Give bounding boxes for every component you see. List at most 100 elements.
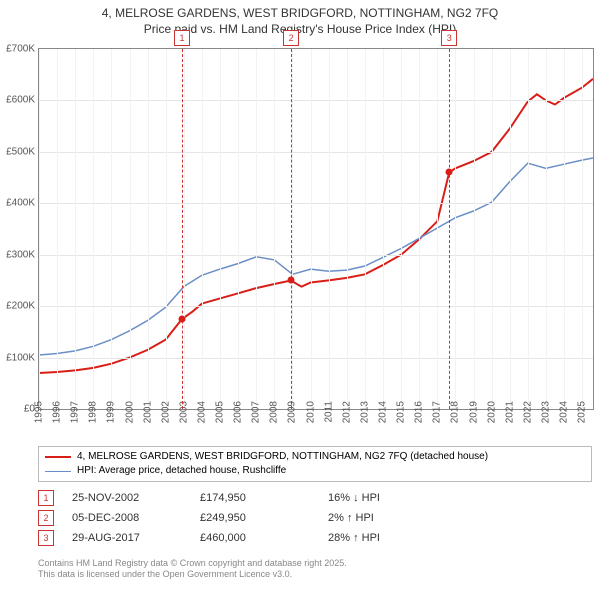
x-tick-label: 2000 [124, 401, 135, 423]
gridline-v [564, 49, 565, 409]
title-subtitle: Price paid vs. HM Land Registry's House … [0, 22, 600, 38]
x-tick-label: 1999 [106, 401, 117, 423]
gridline-v [383, 49, 384, 409]
gridline-v [329, 49, 330, 409]
chart-legend: 4, MELROSE GARDENS, WEST BRIDGFORD, NOTT… [38, 446, 592, 482]
legend-swatch [45, 471, 71, 472]
x-tick-label: 2015 [396, 401, 407, 423]
sale-index-box: 3 [38, 530, 54, 546]
attribution-line1: Contains HM Land Registry data © Crown c… [38, 558, 592, 569]
gridline-v [546, 49, 547, 409]
y-tick-label: £300K [1, 249, 35, 260]
gridline-v [148, 49, 149, 409]
gridline-v [582, 49, 583, 409]
gridline-v [75, 49, 76, 409]
sale-date: 29-AUG-2017 [72, 532, 182, 544]
attribution-line2: This data is licensed under the Open Gov… [38, 569, 592, 580]
gridline-v [492, 49, 493, 409]
gridline-v [166, 49, 167, 409]
sale-hpi-diff: 16% ↓ HPI [328, 492, 438, 504]
gridline-v [184, 49, 185, 409]
gridline-v [528, 49, 529, 409]
legend-row: HPI: Average price, detached house, Rush… [45, 464, 585, 478]
sale-hpi-diff: 28% ↑ HPI [328, 532, 438, 544]
x-tick-label: 2002 [160, 401, 171, 423]
sales-table: 1 25-NOV-2002 £174,950 16% ↓ HPI 2 05-DEC-200… [38, 488, 592, 548]
sale-row: 205-DEC-2008£249,9502% ↑ HPI [38, 508, 592, 528]
x-tick-label: 2001 [142, 401, 153, 423]
x-tick-label: 2018 [450, 401, 461, 423]
sale-row: 3 29-AUG-2017 £460,000 28% ↑ HPI [38, 528, 592, 548]
legend-label: 4, MELROSE GARDENS, WEST BRIDGFORD, NOTT… [77, 450, 488, 464]
sale-marker-line [182, 49, 183, 409]
x-tick-label: 2016 [414, 401, 425, 423]
y-tick-label: £600K [1, 95, 35, 106]
x-tick-label: 2009 [287, 401, 298, 423]
x-tick-label: 2008 [269, 401, 280, 423]
y-tick-label: £0 [1, 404, 35, 415]
sale-marker-line [449, 49, 450, 409]
sale-date: 05-DEC-2008 [72, 512, 182, 524]
sale-date: 25-NOV-2002 [72, 492, 182, 504]
x-tick-label: 2022 [522, 401, 533, 423]
x-tick-label: 1997 [70, 401, 81, 423]
x-tick-label: 2019 [468, 401, 479, 423]
x-tick-label: 2025 [577, 401, 588, 423]
attribution-text: Contains HM Land Registry data © Crown c… [38, 558, 592, 581]
gridline-v [111, 49, 112, 409]
gridline-v [347, 49, 348, 409]
gridline-v [474, 49, 475, 409]
gridline-v [401, 49, 402, 409]
gridline-v [274, 49, 275, 409]
gridline-v [130, 49, 131, 409]
legend-row: 4, MELROSE GARDENS, WEST BRIDGFORD, NOTT… [45, 450, 585, 464]
x-tick-label: 2021 [504, 401, 515, 423]
y-tick-label: £500K [1, 146, 35, 157]
sale-price: £460,000 [200, 532, 310, 544]
sale-price: £174,950 [200, 492, 310, 504]
x-tick-label: 2007 [251, 401, 262, 423]
gridline-v [238, 49, 239, 409]
sale-marker-line [291, 49, 292, 409]
sale-marker-index: 2 [283, 30, 299, 46]
gridline-v [292, 49, 293, 409]
sale-index-box: 2 [38, 510, 54, 526]
x-tick-label: 2024 [559, 401, 570, 423]
y-tick-label: £700K [1, 44, 35, 55]
gridline-v [510, 49, 511, 409]
gridline-v [365, 49, 366, 409]
x-tick-label: 2017 [432, 401, 443, 423]
x-tick-label: 2020 [486, 401, 497, 423]
gridline-v [93, 49, 94, 409]
gridline-v [57, 49, 58, 409]
gridline-v [311, 49, 312, 409]
gridline-v [437, 49, 438, 409]
gridline-v [202, 49, 203, 409]
title-address: 4, MELROSE GARDENS, WEST BRIDGFORD, NOTT… [0, 6, 600, 22]
sale-row: 1 25-NOV-2002 £174,950 16% ↓ HPI [38, 488, 592, 508]
sale-marker-index: 1 [174, 30, 190, 46]
y-tick-label: £200K [1, 301, 35, 312]
sale-dot [446, 169, 453, 176]
gridline-v [256, 49, 257, 409]
gridline-v [419, 49, 420, 409]
x-tick-label: 2010 [305, 401, 316, 423]
x-tick-label: 2014 [377, 401, 388, 423]
gridline-v [455, 49, 456, 409]
gridline-v [220, 49, 221, 409]
sale-index-box: 1 [38, 490, 54, 506]
sale-price: £249,950 [200, 512, 310, 524]
legend-swatch [45, 456, 71, 458]
sale-dot [179, 316, 186, 323]
x-tick-label: 2005 [215, 401, 226, 423]
x-tick-label: 2004 [196, 401, 207, 423]
y-tick-label: £100K [1, 352, 35, 363]
chart-plot-area: £0£100K£200K£300K£400K£500K£600K£700K199… [38, 48, 594, 410]
gridline-v [39, 49, 40, 409]
legend-label: HPI: Average price, detached house, Rush… [77, 464, 286, 478]
x-tick-label: 2012 [341, 401, 352, 423]
x-tick-label: 2006 [233, 401, 244, 423]
sale-dot [288, 277, 295, 284]
x-tick-label: 1998 [88, 401, 99, 423]
x-tick-label: 2013 [359, 401, 370, 423]
